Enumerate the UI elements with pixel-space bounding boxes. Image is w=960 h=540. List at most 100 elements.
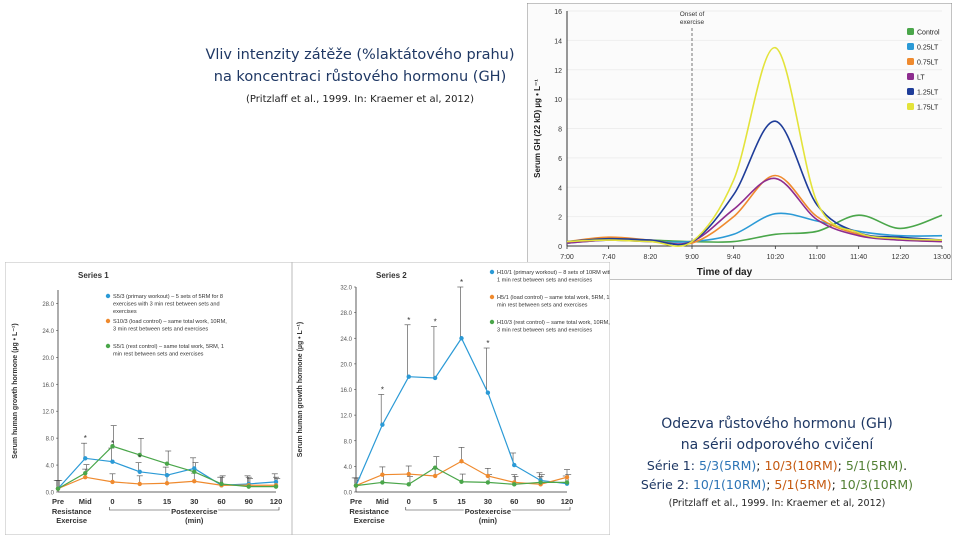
caption-series1-item: 10/3(10RM) xyxy=(764,458,838,473)
caption-series2-item: 5/1(5RM) xyxy=(774,477,832,492)
significance-mark: * xyxy=(84,434,87,443)
data-point xyxy=(137,481,142,487)
data-point xyxy=(164,472,170,478)
legend-marker xyxy=(489,269,495,275)
legend-marker xyxy=(105,318,111,324)
data-point xyxy=(564,475,570,480)
x-tick-label: Mid xyxy=(376,497,389,506)
data-point xyxy=(485,390,491,395)
legend-label: min rest between sets and exercises xyxy=(113,352,204,358)
y-tick-label: 12.0 xyxy=(340,414,352,420)
x-tick-label: 13:00 xyxy=(933,254,951,261)
legend-label: 1.25LT xyxy=(917,90,939,97)
data-point xyxy=(83,474,88,480)
y-tick-label: 24.0 xyxy=(42,329,54,335)
y-tick-label: 0.0 xyxy=(46,491,55,497)
slide-title-line2: na koncentraci růstového hormonu (GH) xyxy=(213,69,507,85)
data-point xyxy=(110,479,115,485)
slide-title-citation: (Pritzlaff et al., 1999. In: Kraemer et … xyxy=(245,94,475,105)
data-point xyxy=(564,480,570,485)
x-tick-label: 9:40 xyxy=(727,254,741,261)
legend-label: 1.75LT xyxy=(917,105,939,112)
caption-block: Odezva růstového hormonu (GH) na sérii o… xyxy=(612,414,942,509)
legend-marker xyxy=(489,294,495,300)
legend-label: 3 min rest between sets and exercises xyxy=(113,327,208,333)
legend-label: H5/1 (load control) – same total work, 5… xyxy=(497,295,610,301)
x-tick-label: 7:40 xyxy=(602,254,616,261)
y-tick-label: 0 xyxy=(558,244,562,251)
x-tick-label: 30 xyxy=(190,497,198,506)
data-point xyxy=(380,472,385,477)
y-axis-label: Serum GH (22 kD) µg • L⁻¹ xyxy=(533,79,542,178)
y-tick-label: 0.0 xyxy=(344,491,353,497)
x-tick-label: 5 xyxy=(138,497,142,506)
series2-chart-frame xyxy=(292,262,610,535)
legend-swatch xyxy=(907,28,914,35)
significance-mark: * xyxy=(486,339,489,348)
x-group-bracket xyxy=(405,507,571,511)
x-group-label: Exercise xyxy=(354,516,385,525)
y-tick-label: 8.0 xyxy=(344,439,353,445)
series2-chart: Series 2 0.0 4.0 8.0 12.0 16.0 20.0 24.0 28.0 32.… xyxy=(292,262,610,535)
y-tick-label: 8.0 xyxy=(46,437,55,443)
caption-series2-line: Série 2: 10/1(10RM); 5/1(5RM); 10/3(10RM… xyxy=(640,477,914,492)
legend-swatch xyxy=(907,58,914,65)
legend-label: exercises with 3 min rest between sets a… xyxy=(113,302,220,308)
onset-annotation-2: exercise xyxy=(680,19,705,26)
legend-label: H10/1 (primary workout) – 8 sets of 10RM… xyxy=(497,270,610,276)
legend-swatch xyxy=(907,43,914,50)
x-tick-label: 9:00 xyxy=(685,254,699,261)
x-tick-label: 11:00 xyxy=(809,254,826,261)
caption-series1-label: Série 1: xyxy=(646,458,695,473)
series1-chart: Series 1 0.0 4.0 8.0 12.0 16.0 20.0 24.0 28.0 Ser… xyxy=(5,262,292,535)
y-tick-label: 12 xyxy=(554,68,562,75)
y-axis-label: Serum human growth hormone (µg • L⁻¹) xyxy=(12,323,19,458)
x-tick-label: 30 xyxy=(484,497,492,506)
x-tick-label: 90 xyxy=(245,497,253,506)
x-tick-label: 15 xyxy=(163,497,171,506)
x-group-label: Exercise xyxy=(56,516,87,525)
legend-label: min rest between sets and exercises xyxy=(497,303,588,309)
data-point xyxy=(219,481,224,487)
x-tick-label: 10:20 xyxy=(767,254,785,261)
data-point xyxy=(83,456,88,461)
x-tick-label: 11:40 xyxy=(850,254,867,261)
y-tick-label: 6 xyxy=(558,156,562,163)
x-tick-label: 8:20 xyxy=(644,254,658,261)
significance-mark: * xyxy=(460,278,463,287)
data-point xyxy=(110,459,115,464)
legend-label: S5/3 (primary workout) – 5 sets of 5RM f… xyxy=(113,294,223,300)
y-axis-label: Serum human growth hormone (µg • L⁻¹) xyxy=(297,322,304,457)
legend-label: exercises xyxy=(113,309,137,315)
y-tick-label: 4.0 xyxy=(344,465,353,471)
data-point xyxy=(137,452,142,458)
x-axis-label: Postexercise xyxy=(171,507,217,516)
legend-label: LT xyxy=(917,75,925,82)
caption-series1-item: 5/3(5RM) xyxy=(698,458,757,473)
data-point xyxy=(55,486,61,491)
data-point xyxy=(192,466,197,471)
data-point xyxy=(512,482,517,487)
data-point xyxy=(110,444,115,449)
data-point xyxy=(164,461,170,466)
x-group-bracket xyxy=(109,507,280,511)
data-point xyxy=(538,480,543,485)
y-tick-label: 32.0 xyxy=(340,286,352,292)
significance-mark: * xyxy=(111,439,114,448)
data-point xyxy=(459,336,464,341)
x-tick-label: Pre xyxy=(52,497,64,506)
legend-marker xyxy=(489,319,495,325)
x-tick-label: 120 xyxy=(270,497,283,506)
caption-series2-label: Série 2: xyxy=(640,477,689,492)
onset-annotation-1: Onset of xyxy=(680,11,705,18)
caption-series1-line: Série 1: 5/3(5RM); 10/3(10RM); 5/1(5RM). xyxy=(646,458,908,473)
y-tick-label: 28.0 xyxy=(42,302,54,308)
y-tick-label: 4 xyxy=(558,185,562,192)
y-tick-label: 20.0 xyxy=(42,356,54,362)
slide-title-line1: Vliv intenzity zátěže (%laktátového prah… xyxy=(205,47,515,63)
y-tick-label: 16.0 xyxy=(42,383,54,389)
significance-mark: * xyxy=(381,385,384,394)
caption-series2-item: 10/1(10RM) xyxy=(692,477,767,492)
y-tick-label: 12.0 xyxy=(42,410,54,416)
data-point xyxy=(353,483,359,488)
